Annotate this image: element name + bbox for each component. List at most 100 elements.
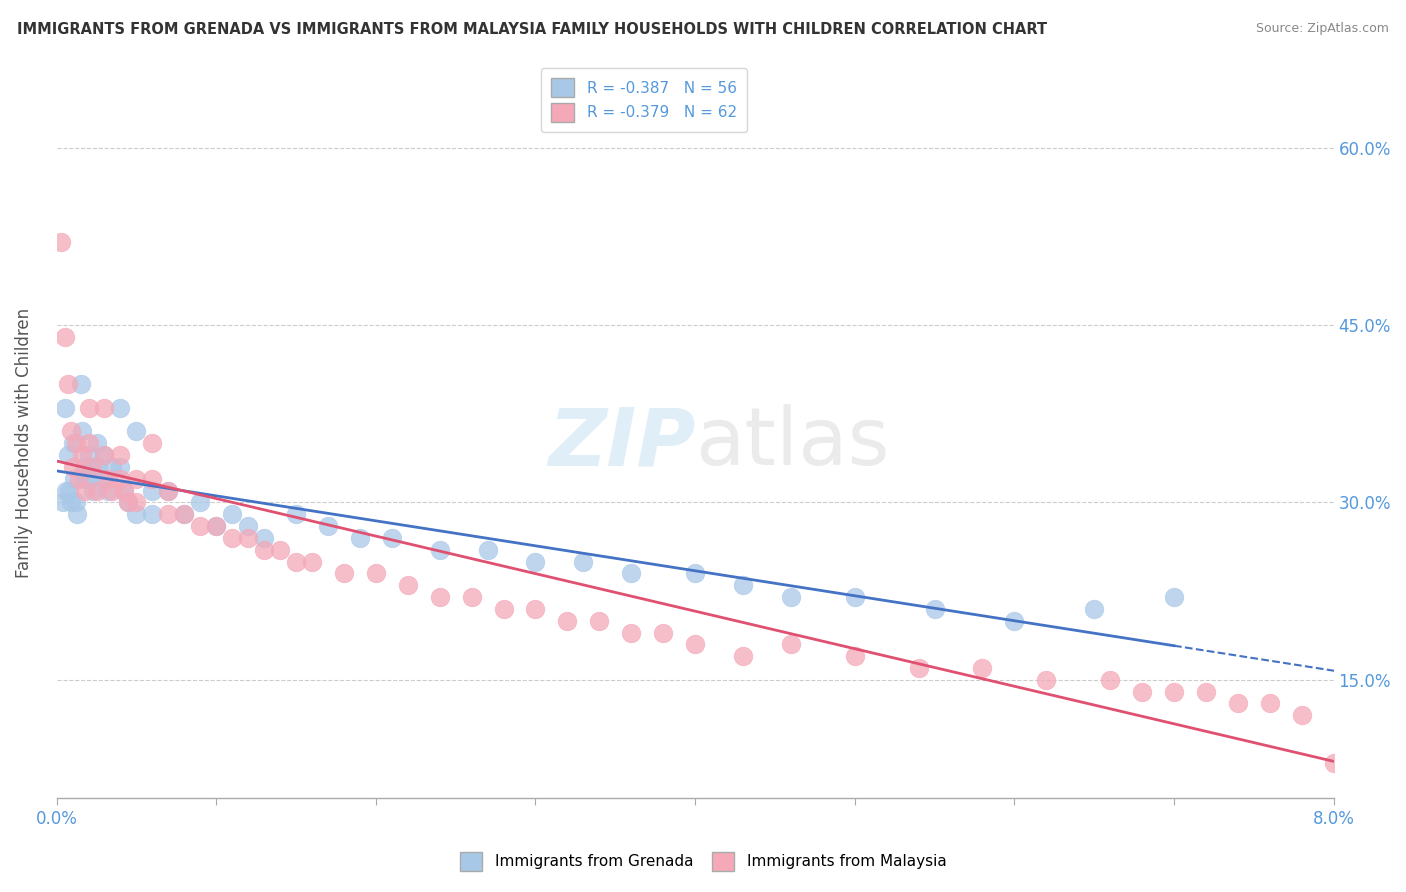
Point xyxy=(73,459,96,474)
Point xyxy=(82,483,104,498)
Point xyxy=(683,637,706,651)
Point xyxy=(112,483,135,498)
Point xyxy=(1258,697,1281,711)
Point xyxy=(93,448,115,462)
Point xyxy=(381,531,404,545)
Point xyxy=(67,472,90,486)
Point xyxy=(524,555,547,569)
Point xyxy=(62,459,84,474)
Point xyxy=(524,602,547,616)
Point xyxy=(1035,673,1057,687)
Point xyxy=(93,472,115,486)
Point xyxy=(56,377,79,392)
Point xyxy=(110,401,132,415)
Point xyxy=(62,436,84,450)
Point xyxy=(101,483,124,498)
Point xyxy=(349,531,371,545)
Point xyxy=(141,436,163,450)
Point xyxy=(588,614,610,628)
Point xyxy=(125,495,148,509)
Point xyxy=(93,448,115,462)
Point xyxy=(125,425,148,439)
Text: ZIP: ZIP xyxy=(548,404,695,483)
Point xyxy=(205,519,228,533)
Point xyxy=(77,472,100,486)
Point xyxy=(77,436,100,450)
Point xyxy=(65,436,87,450)
Point xyxy=(1323,756,1346,770)
Point xyxy=(1163,684,1185,698)
Point xyxy=(269,542,291,557)
Point xyxy=(66,507,89,521)
Point xyxy=(844,590,866,604)
Point xyxy=(1226,697,1249,711)
Text: atlas: atlas xyxy=(695,404,890,483)
Point xyxy=(1083,602,1105,616)
Point xyxy=(429,590,451,604)
Point xyxy=(52,495,75,509)
Point xyxy=(77,401,100,415)
Point xyxy=(780,590,803,604)
Point xyxy=(731,578,754,592)
Point xyxy=(316,519,339,533)
Point xyxy=(780,637,803,651)
Point xyxy=(110,459,132,474)
Point xyxy=(63,472,86,486)
Point xyxy=(557,614,579,628)
Point xyxy=(97,483,120,498)
Point xyxy=(110,472,132,486)
Point xyxy=(1099,673,1122,687)
Point xyxy=(683,566,706,581)
Point xyxy=(173,507,195,521)
Point xyxy=(1195,684,1218,698)
Point xyxy=(188,519,211,533)
Point xyxy=(731,649,754,664)
Point xyxy=(141,483,163,498)
Point xyxy=(141,507,163,521)
Point xyxy=(65,495,87,509)
Point xyxy=(70,448,93,462)
Legend: R = -0.387   N = 56, R = -0.379   N = 62: R = -0.387 N = 56, R = -0.379 N = 62 xyxy=(541,68,748,132)
Point xyxy=(364,566,387,581)
Point xyxy=(93,401,115,415)
Point xyxy=(205,519,228,533)
Point xyxy=(285,507,308,521)
Point xyxy=(221,531,243,545)
Y-axis label: Family Households with Children: Family Households with Children xyxy=(15,308,32,578)
Point xyxy=(69,377,91,392)
Point xyxy=(1163,590,1185,604)
Point xyxy=(110,448,132,462)
Text: IMMIGRANTS FROM GRENADA VS IMMIGRANTS FROM MALAYSIA FAMILY HOUSEHOLDS WITH CHILD: IMMIGRANTS FROM GRENADA VS IMMIGRANTS FR… xyxy=(17,22,1047,37)
Point xyxy=(117,495,139,509)
Point xyxy=(188,495,211,509)
Point xyxy=(238,519,260,533)
Point xyxy=(429,542,451,557)
Point xyxy=(572,555,595,569)
Point xyxy=(86,483,108,498)
Text: Source: ZipAtlas.com: Source: ZipAtlas.com xyxy=(1256,22,1389,36)
Point xyxy=(492,602,515,616)
Point xyxy=(652,625,675,640)
Point xyxy=(221,507,243,521)
Point xyxy=(86,436,108,450)
Point xyxy=(157,507,180,521)
Point xyxy=(97,472,120,486)
Point xyxy=(117,495,139,509)
Point xyxy=(173,507,195,521)
Point xyxy=(51,235,73,249)
Point xyxy=(477,542,499,557)
Point xyxy=(80,459,103,474)
Point xyxy=(460,590,482,604)
Point xyxy=(333,566,356,581)
Point xyxy=(972,661,994,675)
Point xyxy=(924,602,946,616)
Point xyxy=(396,578,419,592)
Point xyxy=(907,661,929,675)
Point xyxy=(238,531,260,545)
Point xyxy=(80,459,103,474)
Point xyxy=(125,472,148,486)
Point xyxy=(101,459,124,474)
Point xyxy=(75,483,97,498)
Point xyxy=(77,448,100,462)
Point xyxy=(112,483,135,498)
